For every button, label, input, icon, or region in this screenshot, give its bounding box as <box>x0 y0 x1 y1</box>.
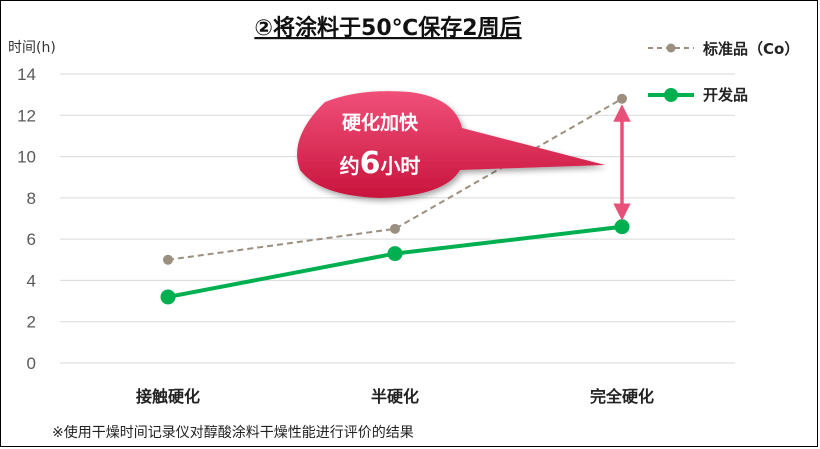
series-lines <box>160 93 630 305</box>
callout-line2: 约6小时 <box>340 146 421 181</box>
x-category-label: 半硬化 <box>371 387 419 406</box>
footnote: ※使用干燥时间记录仪对醇酸涂料干燥性能进行评价的结果 <box>52 424 414 441</box>
callout-bubble <box>297 91 605 198</box>
x-category-label: 接触硬化 <box>136 387 200 406</box>
y-tick-label: 10 <box>17 148 36 167</box>
data-point-1-1 <box>387 246 403 262</box>
callout-annotation: 硬化加快 约6小时 <box>297 91 605 198</box>
series-line-1 <box>167 224 623 299</box>
legend-label-developed: 开发品 <box>703 86 748 104</box>
y-tick-label: 6 <box>27 230 36 249</box>
y-tick-label: 8 <box>27 189 36 208</box>
x-category-label: 完全硬化 <box>590 387 654 406</box>
data-point-0-2 <box>617 93 627 104</box>
callout-number: 6 <box>360 146 381 181</box>
legend: 标准品（Co） 开发品 <box>648 40 799 104</box>
y-axis-label: 时间(h) <box>8 40 56 56</box>
chart-title: ②将涂料于50℃保存2周后 <box>254 15 521 41</box>
data-point-1-2 <box>614 219 630 235</box>
data-point-1-0 <box>160 289 176 305</box>
data-point-0-0 <box>163 254 173 265</box>
series-line-0 <box>167 97 623 261</box>
y-tick-label: 4 <box>27 271 36 290</box>
x-category-labels: 接触硬化 半硬化 完全硬化 <box>136 387 654 406</box>
y-tick-label: 12 <box>17 106 36 125</box>
y-tick-label: 0 <box>27 354 36 373</box>
y-tick-labels: 0 2 4 6 8 10 12 14 <box>17 65 36 373</box>
callout-line1: 硬化加快 <box>342 111 419 134</box>
legend-marker-standard <box>666 43 676 53</box>
y-tick-label: 14 <box>17 65 36 84</box>
callout-prefix: 约 <box>340 154 360 178</box>
legend-marker-developed <box>664 88 678 102</box>
data-point-0-1 <box>390 223 400 234</box>
y-tick-label: 2 <box>27 313 36 332</box>
callout-suffix: 小时 <box>380 154 420 178</box>
legend-label-standard: 标准品（Co） <box>702 40 799 58</box>
